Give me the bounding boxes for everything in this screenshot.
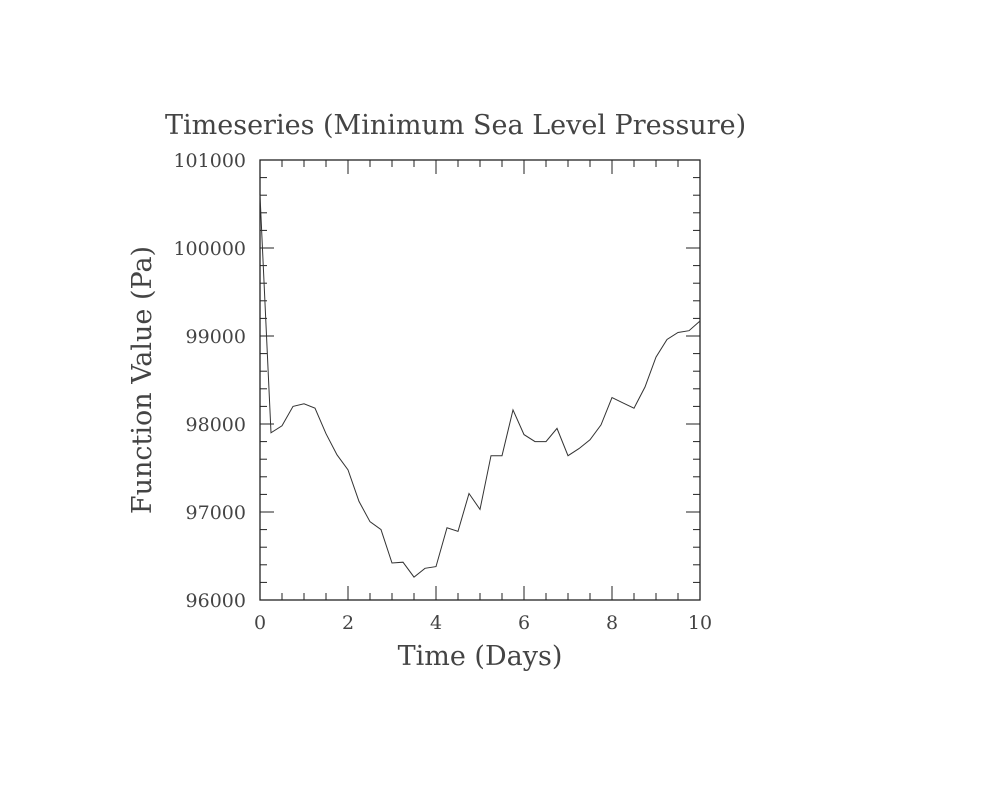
x-tick-label: 2 [342, 612, 354, 634]
x-tick-label: 0 [254, 612, 266, 634]
x-axis: 0 2 4 6 8 10 [254, 160, 712, 634]
y-tick-label: 97000 [186, 502, 246, 524]
plot-frame [259, 159, 701, 601]
y-tick-label: 96000 [186, 590, 246, 612]
y-tick-label: 99000 [186, 326, 246, 348]
x-tick-label: 8 [606, 612, 618, 634]
x-tick-label: 6 [518, 612, 530, 634]
chart-title: Timeseries (Minimum Sea Level Pressure) [165, 110, 746, 141]
y-tick-label: 98000 [186, 414, 246, 436]
y-tick-label: 101000 [173, 150, 246, 172]
y-axis-label: Function Value (Pa) [127, 246, 158, 514]
x-tick-label: 4 [430, 612, 442, 634]
y-tick-label: 100000 [173, 238, 246, 260]
x-tick-label: 10 [688, 612, 712, 634]
y-axis: 96000 97000 98000 99000 100000 101000 [173, 150, 700, 612]
series-line [259, 195, 701, 578]
plot-area [259, 159, 701, 601]
x-axis-label: Time (Days) [398, 641, 563, 672]
